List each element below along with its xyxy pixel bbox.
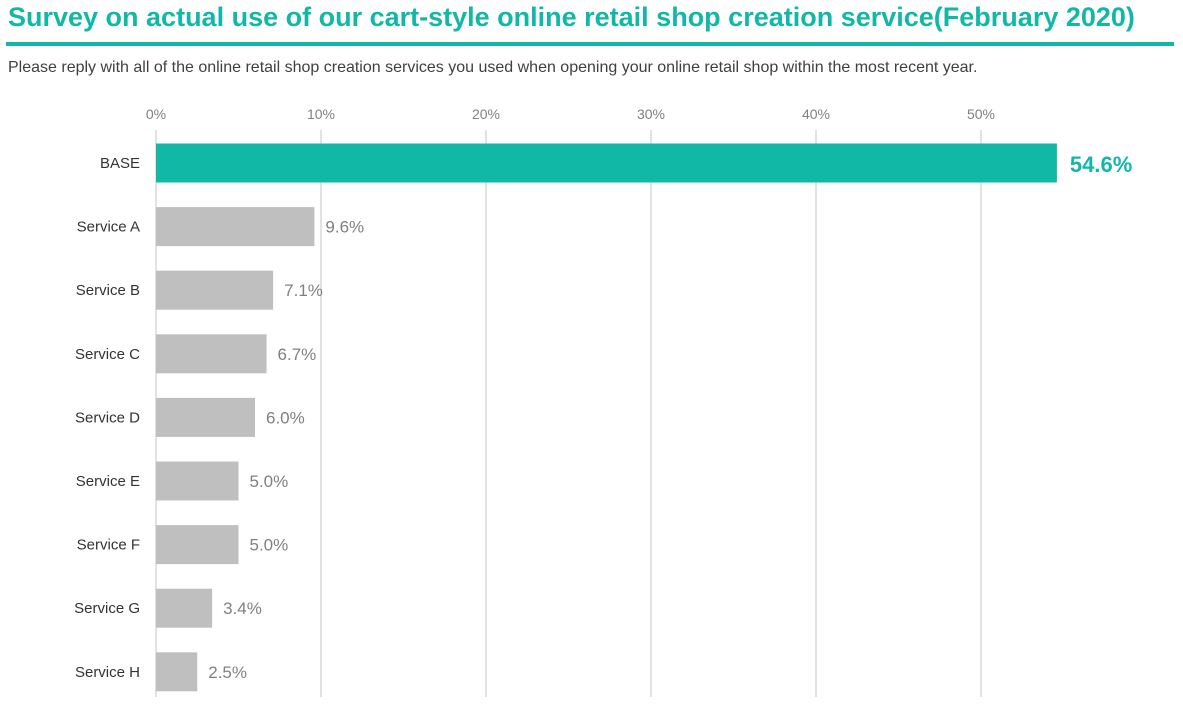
bar xyxy=(156,588,213,628)
page-title: Survey on actual use of our cart-style o… xyxy=(8,2,1135,32)
data-label: 5.0% xyxy=(250,472,289,491)
data-label: 3.4% xyxy=(223,599,262,618)
data-label: 6.7% xyxy=(278,345,317,364)
category-label: Service B xyxy=(76,282,140,299)
category-label: Service D xyxy=(75,409,140,426)
title-underline xyxy=(6,42,1174,46)
x-tick-label: 0% xyxy=(146,106,166,122)
chart-subtitle: Please reply with all of the online reta… xyxy=(8,59,978,76)
data-label: 2.5% xyxy=(208,663,247,682)
bar xyxy=(156,652,198,692)
bar xyxy=(156,334,267,374)
x-tick-label: 10% xyxy=(307,106,335,122)
data-label: 7.1% xyxy=(284,281,323,300)
bar xyxy=(156,461,239,501)
x-tick-label: 20% xyxy=(472,106,500,122)
bar xyxy=(156,270,274,310)
x-tick-label: 50% xyxy=(967,106,995,122)
category-label: Service G xyxy=(74,600,140,617)
bar xyxy=(156,207,315,247)
x-tick-label: 40% xyxy=(802,106,830,122)
category-label: Service H xyxy=(75,664,140,681)
data-label: 9.6% xyxy=(325,218,364,237)
category-label: Service F xyxy=(77,537,140,554)
category-label: Service C xyxy=(75,346,140,363)
bar xyxy=(156,525,239,565)
x-tick-label: 30% xyxy=(637,106,665,122)
category-label: Service E xyxy=(76,473,140,490)
data-label: 5.0% xyxy=(250,536,289,555)
bar xyxy=(156,143,1057,183)
data-label: 54.6% xyxy=(1070,152,1132,177)
category-label: Service A xyxy=(77,219,140,236)
data-label: 6.0% xyxy=(266,408,305,427)
bar xyxy=(156,397,255,437)
category-label: BASE xyxy=(100,155,140,172)
